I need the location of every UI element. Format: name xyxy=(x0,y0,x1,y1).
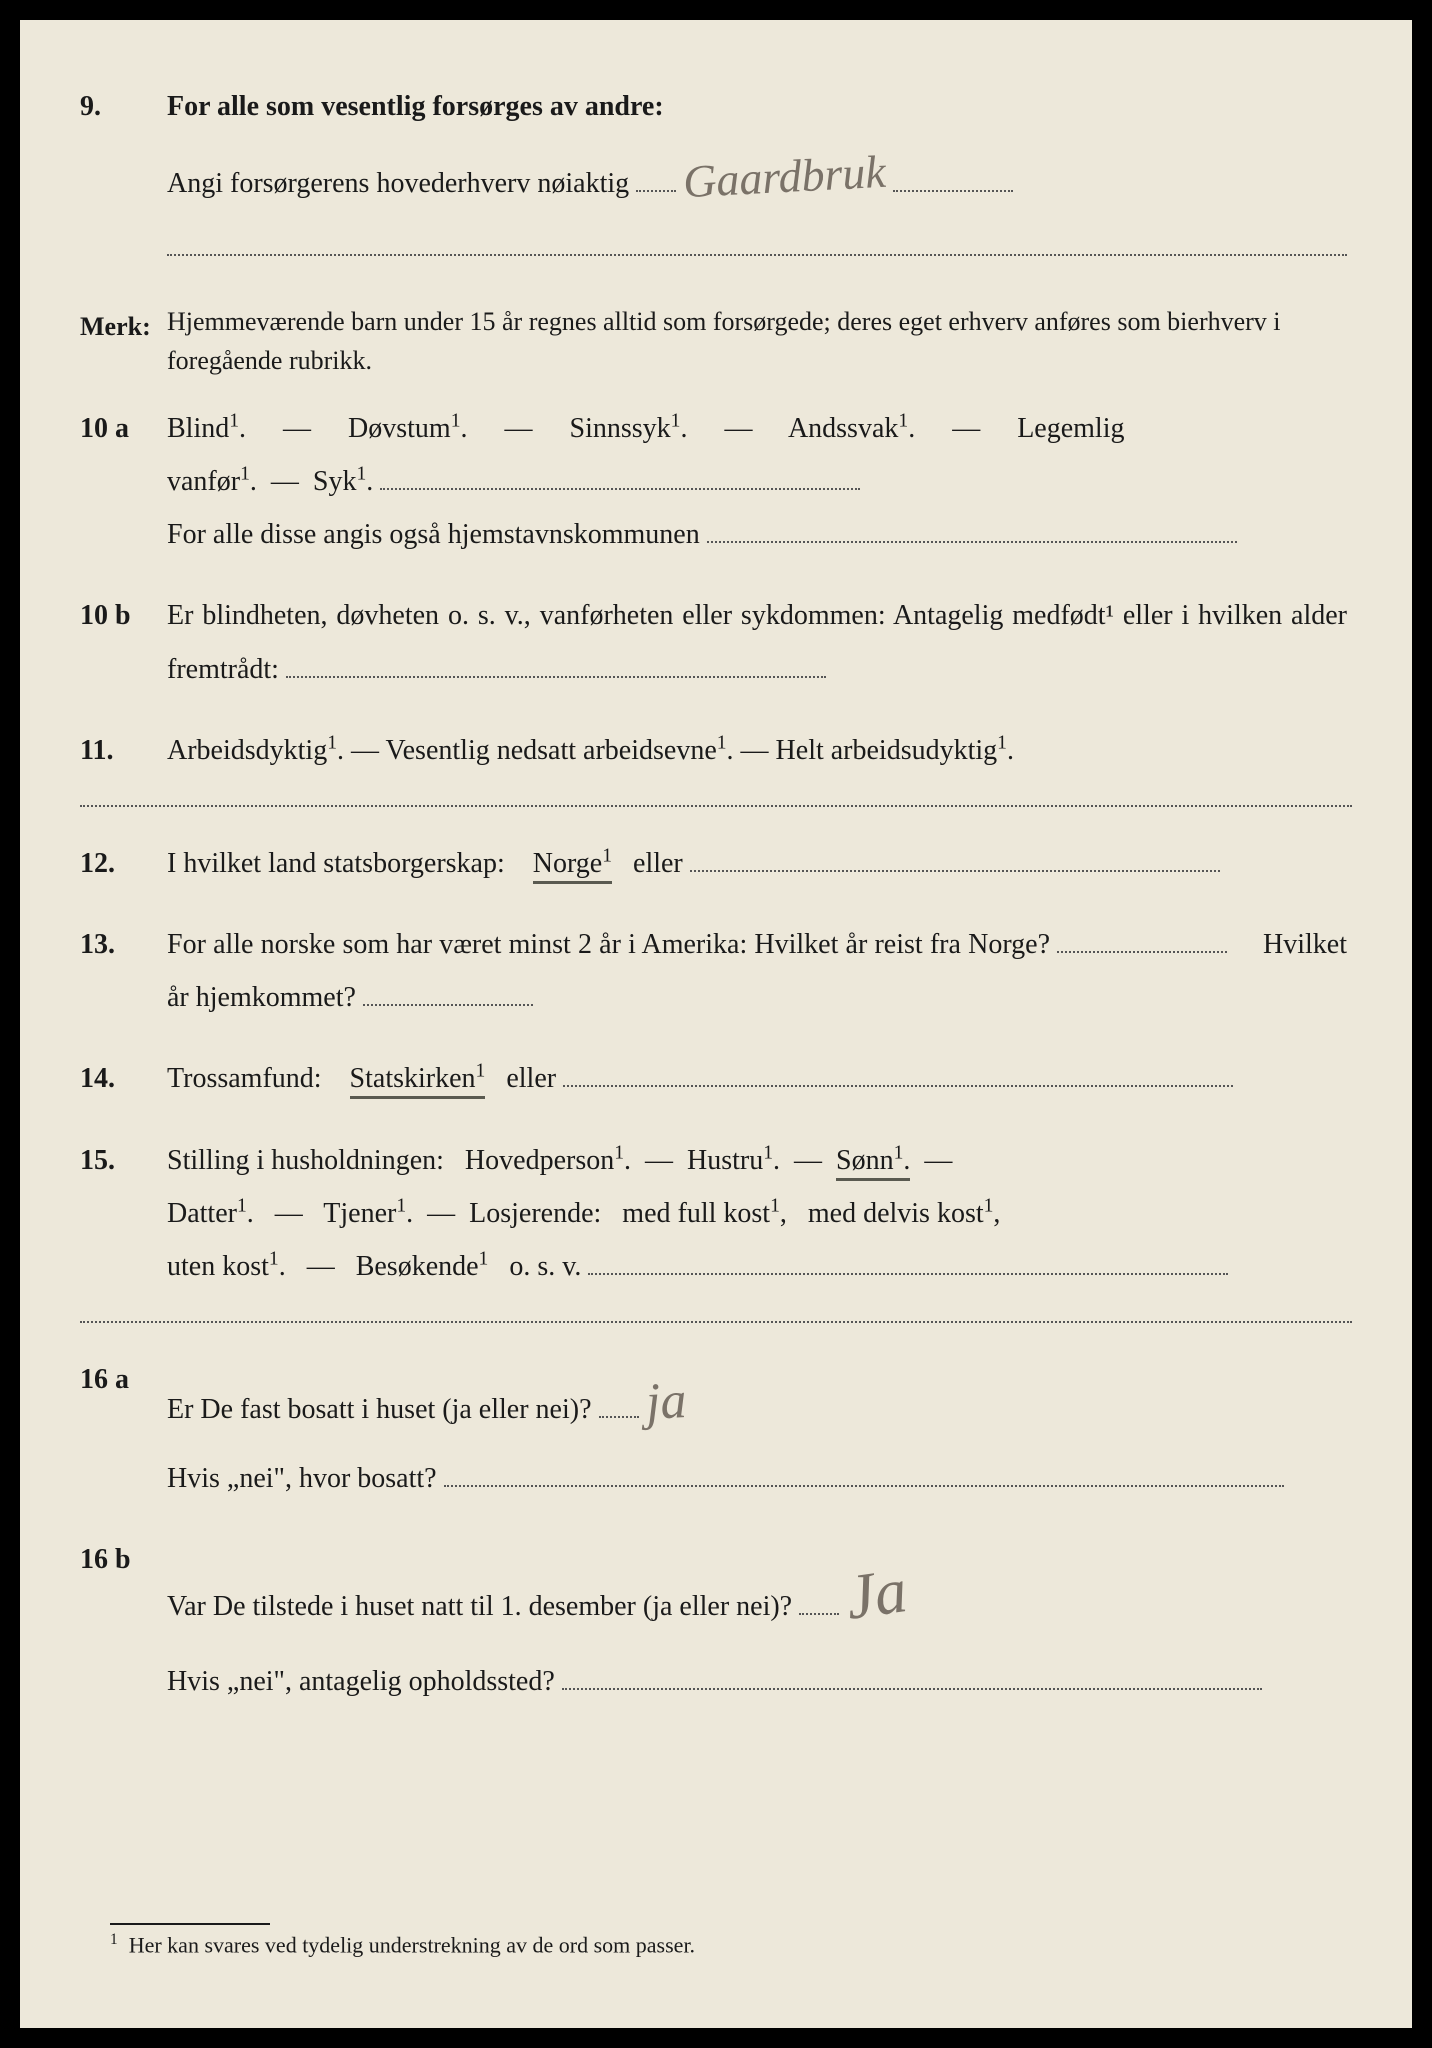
q10a-opt-andssvak: Andssvak1. xyxy=(788,413,915,444)
divider-1 xyxy=(80,805,1352,807)
footnote-text: Her kan svares ved tydelig understreknin… xyxy=(129,1932,695,1957)
question-14: 14. Trossamfund: Statskirken1 eller xyxy=(80,1052,1352,1105)
q9-line: Angi forsørgerens hovederhverv nøiaktig xyxy=(167,168,629,199)
q11-opt1: Arbeidsdyktig1. xyxy=(167,735,344,766)
q10a-opt-syk: Syk1. xyxy=(313,466,373,497)
q16a-handwritten-answer: ja xyxy=(643,1352,689,1453)
q16a-fill-line-2 xyxy=(444,1485,1284,1487)
merk-label: Merk: xyxy=(80,302,160,351)
q10a-fill-line xyxy=(380,488,860,490)
question-16a: 16 a Er De fast bosatt i huset (ja eller… xyxy=(80,1353,1352,1505)
q15-text-b: Losjerende: xyxy=(469,1198,601,1229)
q16a-number: 16 a xyxy=(80,1353,160,1406)
q9-fill-line-2 xyxy=(167,254,1347,256)
q16a-text-a: Er De fast bosatt i huset (ja eller nei)… xyxy=(167,1394,592,1425)
q9-title: For alle som vesentlig forsørges av andr… xyxy=(167,91,664,122)
q10a-opt-vanfor: vanfør1. xyxy=(167,466,257,497)
q15-opt-hovedperson: Hovedperson1. xyxy=(465,1145,631,1176)
question-13: 13. For alle norske som har været minst … xyxy=(80,918,1352,1024)
q10a-opt-blind: Blind1. xyxy=(167,413,246,444)
merk-note: Merk: Hjemmeværende barn under 15 år reg… xyxy=(80,302,1352,380)
q9-fill-line-end xyxy=(893,190,1013,192)
q12-fill-line xyxy=(690,870,1220,872)
census-form-page: 9. For alle som vesentlig forsørges av a… xyxy=(20,20,1412,2028)
question-10b: 10 b Er blindheten, døvheten o. s. v., v… xyxy=(80,589,1352,695)
q15-opt-sonn-underlined: Sønn1. xyxy=(836,1145,910,1181)
question-9: 9. For alle som vesentlig forsørges av a… xyxy=(80,80,1352,274)
q15-opt-hustru: Hustru1. xyxy=(687,1145,780,1176)
q10a-opt-sinnssyk: Sinnssyk1. xyxy=(570,413,688,444)
q13-text-a: For alle norske som har været minst 2 år… xyxy=(167,929,1050,960)
q10b-text: Er blindheten, døvheten o. s. v., vanfør… xyxy=(167,600,1347,684)
q16b-handwritten-answer: Ja xyxy=(838,1530,915,1659)
question-12: 12. I hvilket land statsborgerskap: Norg… xyxy=(80,837,1352,890)
q15-opt-tjener: Tjener1. xyxy=(323,1198,413,1229)
q16b-text-b: Hvis „nei", antagelig opholdssted? xyxy=(167,1666,555,1697)
q13-number: 13. xyxy=(80,918,160,971)
q16b-number: 16 b xyxy=(80,1533,160,1586)
q16b-fill-line-1 xyxy=(799,1613,839,1615)
q16b-text-a: Var De tilstede i huset natt til 1. dese… xyxy=(167,1591,792,1622)
q14-text-a: Trossamfund: xyxy=(167,1063,322,1094)
question-11: 11. Arbeidsdyktig1. — Vesentlig nedsatt … xyxy=(80,724,1352,777)
q9-handwritten-answer: Gaardbruk xyxy=(681,128,888,226)
q15-text-a: Stilling i husholdningen: xyxy=(167,1145,444,1176)
q10a-opt-legemlig: Legemlig xyxy=(1017,413,1124,444)
divider-2 xyxy=(80,1321,1352,1323)
q15-opt-besokende: Besøkende1 xyxy=(356,1251,489,1282)
q16a-text-b: Hvis „nei", hvor bosatt? xyxy=(167,1463,437,1494)
q13-fill-line-2 xyxy=(363,1004,533,1006)
q15-opt-fullkost: med full kost1, xyxy=(622,1198,787,1229)
q12-norge-underlined: Norge1 xyxy=(533,848,612,884)
q14-statskirken-underlined: Statskirken1 xyxy=(350,1063,486,1099)
question-16b: 16 b Var De tilstede i huset natt til 1.… xyxy=(80,1533,1352,1708)
q9-fill-line xyxy=(636,190,676,192)
footnote-number: 1 xyxy=(110,1931,118,1948)
footnote: 1 Her kan svares ved tydelig understrekn… xyxy=(110,1923,695,1958)
q15-opt-datter: Datter1. xyxy=(167,1198,254,1229)
q10b-number: 10 b xyxy=(80,589,160,642)
question-15: 15. Stilling i husholdningen: Hovedperso… xyxy=(80,1134,1352,1294)
q15-number: 15. xyxy=(80,1134,160,1187)
q10a-line2: For alle disse angis også hjemstavnskomm… xyxy=(167,519,700,550)
question-10a: 10 a Blind1. — Døvstum1. — Sinnssyk1. — … xyxy=(80,402,1352,562)
q16a-fill-line-1 xyxy=(599,1416,639,1418)
q10a-number: 10 a xyxy=(80,402,160,455)
q10b-fill-line xyxy=(286,676,826,678)
q15-fill-line xyxy=(588,1273,1228,1275)
q14-text-b: eller xyxy=(506,1063,556,1094)
q9-number: 9. xyxy=(80,80,160,133)
q14-number: 14. xyxy=(80,1052,160,1105)
q12-number: 12. xyxy=(80,837,160,890)
q10a-opt-dovstum: Døvstum1. xyxy=(348,413,467,444)
q15-text-c: o. s. v. xyxy=(509,1251,581,1282)
q11-opt2: Vesentlig nedsatt arbeidsevne1. xyxy=(386,735,734,766)
q12-text-b: eller xyxy=(633,848,683,879)
q16b-fill-line-2 xyxy=(562,1688,1262,1690)
q14-fill-line xyxy=(563,1085,1233,1087)
q12-text-a: I hvilket land statsborgerskap: xyxy=(167,848,505,879)
q11-number: 11. xyxy=(80,724,160,777)
q13-fill-line-1 xyxy=(1057,951,1227,953)
q11-opt3: Helt arbeidsudyktig1. xyxy=(776,735,1014,766)
q10a-fill-line-2 xyxy=(707,541,1237,543)
merk-text: Hjemmeværende barn under 15 år regnes al… xyxy=(167,302,1347,380)
q15-opt-utenkost: uten kost1. xyxy=(167,1251,286,1282)
footnote-rule xyxy=(110,1923,270,1925)
q15-opt-delviskost: med delvis kost1, xyxy=(808,1198,1001,1229)
